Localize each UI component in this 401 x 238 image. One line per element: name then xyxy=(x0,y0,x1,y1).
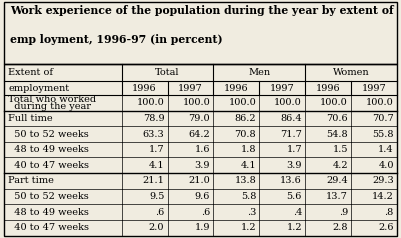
Text: 1.4: 1.4 xyxy=(378,145,394,154)
Text: 55.8: 55.8 xyxy=(372,129,394,139)
Text: 1.6: 1.6 xyxy=(195,145,210,154)
Text: 100.0: 100.0 xyxy=(182,98,210,107)
Text: 1.8: 1.8 xyxy=(241,145,256,154)
Text: 3.9: 3.9 xyxy=(286,161,302,170)
Bar xyxy=(4,64,397,236)
Text: 4.2: 4.2 xyxy=(332,161,348,170)
Text: 21.0: 21.0 xyxy=(188,176,210,185)
Text: Men: Men xyxy=(248,68,270,77)
Text: 1997: 1997 xyxy=(178,84,203,93)
Text: 79.0: 79.0 xyxy=(188,114,210,123)
Text: Part time: Part time xyxy=(8,176,54,185)
Text: during the year: during the year xyxy=(8,102,91,111)
Text: 1.2: 1.2 xyxy=(286,223,302,232)
Text: 2.6: 2.6 xyxy=(378,223,394,232)
Text: 100.0: 100.0 xyxy=(366,98,394,107)
Text: 4.0: 4.0 xyxy=(378,161,394,170)
Text: 40 to 47 weeks: 40 to 47 weeks xyxy=(8,161,89,170)
Text: 63.3: 63.3 xyxy=(143,129,164,139)
Text: 29.3: 29.3 xyxy=(372,176,394,185)
Text: 29.4: 29.4 xyxy=(326,176,348,185)
Text: 64.2: 64.2 xyxy=(188,129,210,139)
Text: employment: employment xyxy=(8,84,69,93)
Text: 86.4: 86.4 xyxy=(280,114,302,123)
Text: 1.5: 1.5 xyxy=(332,145,348,154)
Text: 48 to 49 weeks: 48 to 49 weeks xyxy=(8,145,89,154)
Text: Women: Women xyxy=(333,68,369,77)
Text: 86.2: 86.2 xyxy=(235,114,256,123)
Text: 71.7: 71.7 xyxy=(280,129,302,139)
Text: .4: .4 xyxy=(293,208,302,217)
Text: 21.1: 21.1 xyxy=(142,176,164,185)
Text: 54.8: 54.8 xyxy=(326,129,348,139)
Text: .6: .6 xyxy=(201,208,210,217)
Text: emp loyment, 1996-97 (in percent): emp loyment, 1996-97 (in percent) xyxy=(10,35,223,45)
Text: 78.9: 78.9 xyxy=(143,114,164,123)
Text: 48 to 49 weeks: 48 to 49 weeks xyxy=(8,208,89,217)
Text: 4.1: 4.1 xyxy=(241,161,256,170)
Text: Total who worked: Total who worked xyxy=(8,95,96,104)
Text: 50 to 52 weeks: 50 to 52 weeks xyxy=(8,129,89,139)
Text: 100.0: 100.0 xyxy=(137,98,164,107)
Text: 1.7: 1.7 xyxy=(286,145,302,154)
Text: .8: .8 xyxy=(385,208,394,217)
Text: 4.1: 4.1 xyxy=(149,161,164,170)
Text: Total: Total xyxy=(155,68,180,77)
Text: 5.8: 5.8 xyxy=(241,192,256,201)
Text: 1996: 1996 xyxy=(132,84,157,93)
Text: 1997: 1997 xyxy=(362,84,387,93)
Bar xyxy=(4,2,397,64)
Text: 13.8: 13.8 xyxy=(234,176,256,185)
Text: Extent of: Extent of xyxy=(8,68,53,77)
Text: 100.0: 100.0 xyxy=(274,98,302,107)
Text: 13.6: 13.6 xyxy=(280,176,302,185)
Text: 1.2: 1.2 xyxy=(241,223,256,232)
Text: 70.6: 70.6 xyxy=(326,114,348,123)
Text: .3: .3 xyxy=(247,208,256,217)
Text: 9.6: 9.6 xyxy=(195,192,210,201)
Text: 3.9: 3.9 xyxy=(195,161,210,170)
Text: Full time: Full time xyxy=(8,114,53,123)
Text: 13.7: 13.7 xyxy=(326,192,348,201)
Text: 50 to 52 weeks: 50 to 52 weeks xyxy=(8,192,89,201)
Text: 40 to 47 weeks: 40 to 47 weeks xyxy=(8,223,89,232)
Text: 1.9: 1.9 xyxy=(195,223,210,232)
Text: .9: .9 xyxy=(339,208,348,217)
Text: 100.0: 100.0 xyxy=(229,98,256,107)
Text: 2.0: 2.0 xyxy=(149,223,164,232)
Text: 70.8: 70.8 xyxy=(235,129,256,139)
Text: 70.7: 70.7 xyxy=(372,114,394,123)
Text: 2.8: 2.8 xyxy=(332,223,348,232)
Text: 1996: 1996 xyxy=(224,84,249,93)
Text: Work experience of the population during the year by extent of: Work experience of the population during… xyxy=(10,5,394,16)
Text: 1997: 1997 xyxy=(270,84,295,93)
Text: 1996: 1996 xyxy=(316,84,340,93)
Text: 14.2: 14.2 xyxy=(372,192,394,201)
Text: 100.0: 100.0 xyxy=(320,98,348,107)
Text: 9.5: 9.5 xyxy=(149,192,164,201)
Text: 5.6: 5.6 xyxy=(287,192,302,201)
Text: 1.7: 1.7 xyxy=(149,145,164,154)
Text: .6: .6 xyxy=(155,208,164,217)
